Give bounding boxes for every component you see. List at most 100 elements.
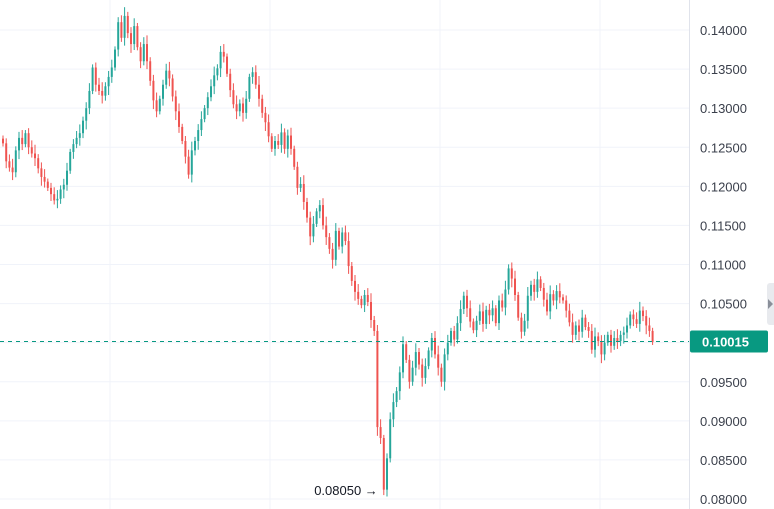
y-tick-label: 0.14000 <box>700 23 747 38</box>
candle <box>30 140 33 158</box>
candle <box>226 53 228 77</box>
candle <box>472 318 475 334</box>
low-price-label: 0.08050 → <box>314 483 378 498</box>
candle <box>482 302 484 332</box>
candle <box>194 136 196 156</box>
candle <box>552 290 555 306</box>
candle <box>491 300 494 322</box>
candle <box>635 312 638 328</box>
candle <box>187 149 190 179</box>
candle <box>462 291 465 315</box>
candle <box>242 97 244 122</box>
candle <box>440 363 443 387</box>
candle <box>408 354 411 389</box>
candle <box>424 358 427 384</box>
candle <box>56 190 59 209</box>
candle <box>162 79 164 106</box>
candle <box>290 127 292 155</box>
candle <box>504 280 507 316</box>
candle <box>430 332 433 358</box>
candle <box>632 309 635 327</box>
candle <box>350 261 353 286</box>
candle <box>280 123 283 153</box>
current-price-label: 0.10015 <box>702 334 749 349</box>
candle <box>376 325 379 436</box>
candle <box>642 306 644 322</box>
candle <box>261 94 264 118</box>
candle <box>53 187 56 205</box>
candle <box>91 64 94 95</box>
candles <box>2 7 654 497</box>
candle <box>126 11 129 39</box>
candle <box>539 276 542 292</box>
candle <box>600 335 603 364</box>
candle <box>152 74 155 110</box>
grid <box>0 0 689 509</box>
candle <box>98 77 100 96</box>
candle <box>587 322 590 338</box>
candle <box>158 95 161 115</box>
candle <box>526 287 529 329</box>
candle <box>216 64 219 81</box>
candle <box>219 45 222 78</box>
candle <box>414 343 417 376</box>
candle <box>181 123 184 145</box>
candle <box>475 315 478 338</box>
candle <box>94 62 97 92</box>
candle <box>344 225 347 246</box>
candle <box>469 300 472 328</box>
candle <box>341 227 344 254</box>
candle <box>581 309 584 338</box>
candle <box>555 285 558 310</box>
candle <box>309 211 312 246</box>
axis-scroll-handle[interactable] <box>767 283 774 325</box>
candle <box>517 291 520 321</box>
candle <box>149 57 152 86</box>
candle <box>11 158 14 181</box>
candle <box>270 133 273 152</box>
candle <box>578 319 580 341</box>
candle <box>114 46 116 71</box>
candle <box>638 301 641 332</box>
candle <box>197 124 200 150</box>
candle <box>501 293 504 312</box>
candle <box>360 295 363 309</box>
price-axis[interactable]: 0.14000 0.13500 0.13000 0.12500 0.12000 0.115… <box>689 0 769 509</box>
candle <box>379 419 382 444</box>
candle <box>24 130 27 148</box>
candle <box>155 92 158 118</box>
candle <box>229 68 232 98</box>
candle <box>382 434 385 496</box>
candle <box>616 329 619 349</box>
candle <box>536 271 539 298</box>
candle <box>328 233 331 254</box>
candle <box>446 334 449 361</box>
candle <box>46 178 49 192</box>
candle <box>523 313 526 336</box>
candle <box>171 74 174 102</box>
candle <box>117 17 120 57</box>
y-tick-label: 0.08500 <box>700 453 747 468</box>
current-price-badge[interactable]: 0.10015 <box>690 330 768 353</box>
candle <box>334 223 337 266</box>
candle <box>133 18 136 51</box>
candle <box>66 162 68 191</box>
y-tick-label: 0.12000 <box>700 179 747 194</box>
candle <box>651 327 654 346</box>
candle <box>418 347 420 370</box>
candle <box>613 331 616 350</box>
candle <box>254 65 257 89</box>
candle <box>645 310 648 335</box>
candle <box>101 82 104 104</box>
candle <box>331 242 334 269</box>
candle <box>395 387 398 408</box>
candle <box>136 22 139 51</box>
candle <box>597 332 600 347</box>
candle <box>402 336 404 379</box>
candle <box>104 82 107 101</box>
candle <box>75 130 78 149</box>
y-tick-label: 0.11500 <box>700 218 746 233</box>
candle <box>318 200 321 219</box>
